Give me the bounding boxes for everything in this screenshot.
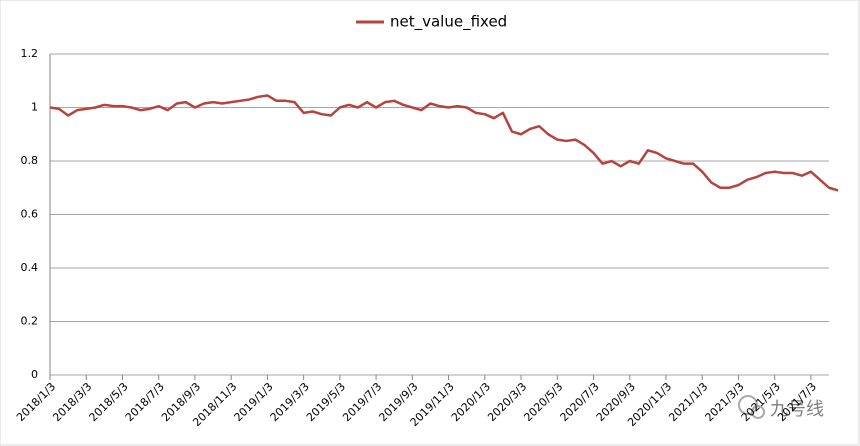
y-tick-label: 0 xyxy=(31,368,38,381)
watermark: 九号线 xyxy=(770,399,824,420)
watermark-icon xyxy=(738,395,765,419)
y-tick-label: 0.4 xyxy=(21,261,39,274)
y-tick-label: 0.2 xyxy=(21,315,39,328)
y-tick-label: 0.6 xyxy=(21,208,39,221)
y-tick-label: 1 xyxy=(31,101,38,114)
y-tick-label: 0.8 xyxy=(21,154,39,167)
y-tick-label: 1.2 xyxy=(21,47,39,60)
data-line xyxy=(49,94,839,192)
legend-label: net_value_fixed xyxy=(390,13,507,32)
